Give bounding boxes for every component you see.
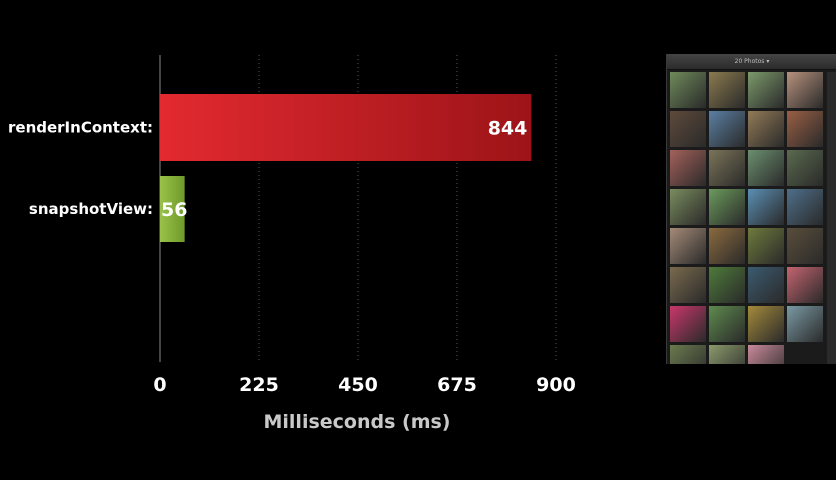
category-label: snapshotView: — [29, 200, 153, 218]
photo-thumbnail[interactable] — [787, 72, 823, 108]
photo-thumbnail[interactable] — [748, 189, 784, 225]
category-label: renderInContext: — [8, 119, 153, 137]
photo-thumbnail[interactable] — [709, 228, 745, 264]
photo-thumbnail[interactable] — [670, 72, 706, 108]
photo-thumbnail[interactable] — [670, 150, 706, 186]
x-tick-label: 900 — [536, 374, 576, 396]
photo-panel-side-strip — [827, 72, 836, 364]
bar-snapshotview — [160, 176, 185, 242]
photo-thumbnail[interactable] — [748, 111, 784, 147]
photo-thumbnail[interactable] — [709, 189, 745, 225]
photo-thumbnail[interactable] — [670, 111, 706, 147]
value-label: 56 — [161, 199, 187, 221]
photo-thumbnail[interactable] — [748, 267, 784, 303]
photo-thumbnail[interactable] — [709, 72, 745, 108]
photo-thumbnail[interactable] — [787, 150, 823, 186]
bars — [160, 94, 532, 242]
x-tick-label: 0 — [153, 374, 166, 396]
photo-thumbnail[interactable] — [709, 345, 745, 364]
photo-thumbnail[interactable] — [670, 267, 706, 303]
value-label: 844 — [488, 118, 528, 140]
photo-thumbnail-grid — [670, 72, 823, 364]
bar-renderincontext — [160, 94, 532, 161]
photo-thumbnail[interactable] — [748, 72, 784, 108]
photo-thumbnail[interactable] — [670, 189, 706, 225]
photo-thumbnail[interactable] — [748, 228, 784, 264]
photo-panel-header[interactable]: 20 Photos ▾ — [667, 54, 836, 70]
photo-thumbnail[interactable] — [670, 306, 706, 342]
photo-thumbnail[interactable] — [748, 345, 784, 364]
photo-thumbnail[interactable] — [787, 189, 823, 225]
photo-thumbnail[interactable] — [787, 306, 823, 342]
photo-thumbnail[interactable] — [709, 267, 745, 303]
photo-library-panel: 20 Photos ▾ — [666, 54, 836, 364]
photo-thumbnail[interactable] — [787, 111, 823, 147]
labels: 0 225 450 675 900 renderInContext: 844 snapshot… — [8, 118, 576, 397]
x-tick-label: 450 — [338, 374, 378, 396]
photo-thumbnail[interactable] — [709, 150, 745, 186]
photo-thumbnail[interactable] — [748, 150, 784, 186]
photo-thumbnail[interactable] — [670, 345, 706, 364]
photo-thumbnail[interactable] — [787, 228, 823, 264]
photo-thumbnail[interactable] — [709, 111, 745, 147]
photo-thumbnail[interactable] — [670, 228, 706, 264]
photo-thumbnail[interactable] — [748, 306, 784, 342]
x-tick-label: 225 — [239, 374, 279, 396]
x-tick-label: 675 — [437, 374, 477, 396]
photo-thumbnail[interactable] — [709, 306, 745, 342]
photo-thumbnail[interactable] — [787, 267, 823, 303]
x-axis-title: Milliseconds (ms) — [264, 411, 451, 433]
